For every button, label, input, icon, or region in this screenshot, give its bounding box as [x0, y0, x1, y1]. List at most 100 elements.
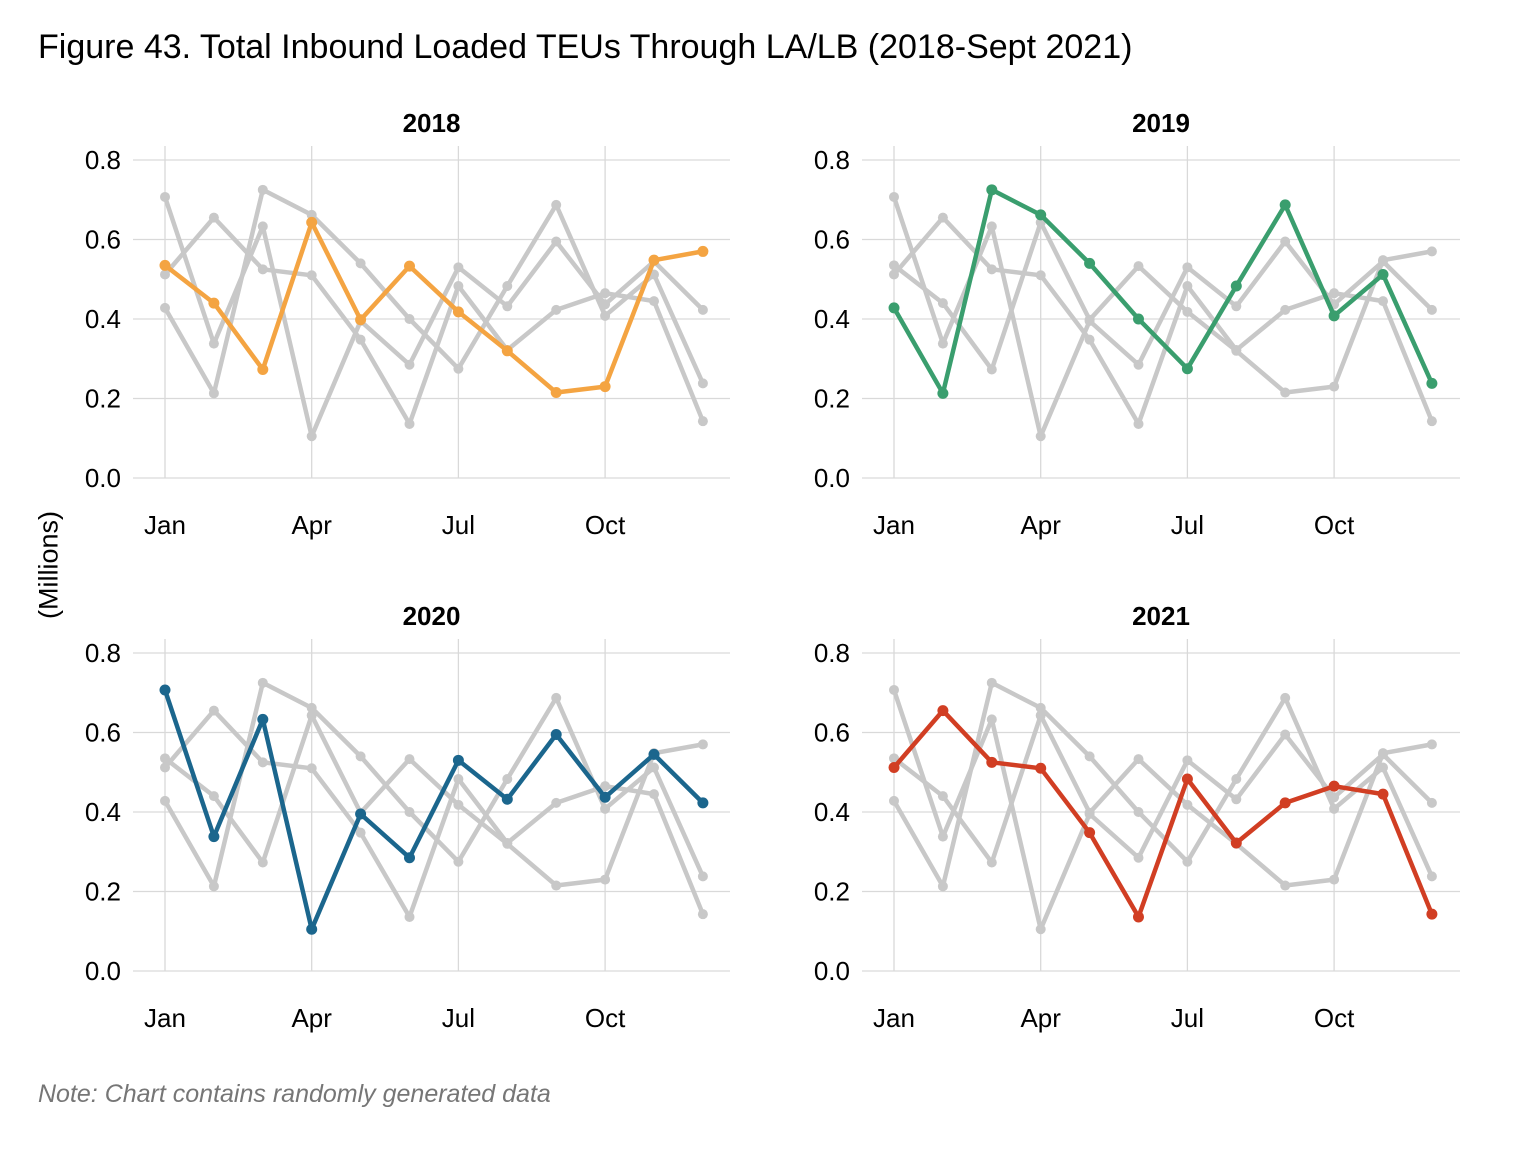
y-tick-label: 0.8 — [85, 638, 121, 668]
background-point-2018 — [1133, 754, 1144, 765]
highlight-series-line-2021 — [891, 708, 1435, 920]
background-point-2019 — [208, 388, 219, 399]
y-tick-label: 0.4 — [85, 304, 121, 334]
background-point-2020 — [208, 338, 219, 349]
background-point-2019 — [257, 677, 268, 688]
background-point-2018 — [1280, 880, 1291, 891]
chart-note: Note: Chart contains randomly generated … — [38, 1080, 551, 1108]
background-point-2020 — [937, 831, 948, 842]
panel-title: 2019 — [1132, 108, 1190, 138]
y-tick-label: 0.6 — [814, 225, 850, 255]
background-point-2019 — [1329, 803, 1340, 814]
background-point-2019 — [986, 677, 997, 688]
background-point-2021 — [453, 774, 464, 785]
background-point-2019 — [649, 762, 659, 773]
x-tick-label: Apr — [291, 510, 332, 540]
background-point-2018 — [1280, 387, 1291, 398]
panel-title: 2021 — [1132, 601, 1190, 631]
y-tick-label: 0.4 — [85, 797, 121, 827]
highlight-point-2021 — [888, 761, 900, 773]
background-point-2021 — [306, 270, 317, 281]
background-point-2021 — [502, 838, 513, 849]
background-point-2020 — [1231, 794, 1242, 805]
highlight-point-2020 — [550, 728, 562, 740]
highlight-point-2020 — [599, 791, 611, 803]
background-point-2018 — [889, 260, 899, 271]
background-point-2018 — [1329, 381, 1340, 392]
highlight-point-2018 — [159, 259, 171, 271]
background-point-2019 — [257, 184, 268, 195]
background-point-2021 — [1231, 345, 1242, 356]
x-tick-label: Jan — [144, 510, 186, 540]
highlight-point-2019 — [1035, 209, 1047, 221]
highlight-point-2021 — [1377, 788, 1389, 800]
background-point-2018 — [889, 753, 899, 764]
background-point-2018 — [208, 791, 219, 802]
background-point-2020 — [1329, 792, 1340, 803]
background-point-2018 — [986, 364, 997, 375]
background-point-2018 — [1182, 799, 1193, 810]
background-point-2021 — [649, 296, 659, 307]
background-point-2019 — [355, 751, 366, 762]
x-tick-label: Jul — [1171, 1003, 1204, 1033]
highlight-point-2020 — [697, 797, 709, 809]
background-point-2018 — [986, 857, 997, 868]
background-series-line-2018 — [891, 713, 1435, 888]
y-tick-label: 0.2 — [814, 877, 850, 907]
background-point-2021 — [1280, 304, 1291, 315]
background-point-2021 — [208, 212, 219, 223]
background-series-line-2021 — [891, 215, 1435, 427]
highlight-point-2020 — [452, 754, 464, 766]
background-point-2020 — [551, 236, 562, 247]
highlight-point-2021 — [1230, 837, 1242, 849]
background-point-2021 — [160, 269, 170, 280]
background-point-2021 — [600, 288, 611, 299]
background-point-2018 — [1426, 246, 1437, 257]
background-point-2021 — [649, 789, 659, 800]
background-point-2021 — [404, 418, 415, 429]
background-point-2020 — [306, 431, 317, 442]
background-point-2021 — [889, 269, 899, 280]
background-point-2021 — [355, 827, 366, 838]
highlight-point-2018 — [599, 381, 611, 393]
background-point-2019 — [502, 281, 513, 292]
background-point-2020 — [1231, 301, 1242, 312]
background-series-line-2020 — [162, 194, 706, 439]
background-point-2020 — [937, 338, 948, 349]
highlight-point-2019 — [937, 387, 949, 399]
highlight-point-2020 — [306, 923, 318, 935]
highlight-point-2019 — [1133, 313, 1144, 325]
background-series-line-2018 — [891, 220, 1435, 395]
highlight-point-2020 — [355, 808, 367, 820]
background-point-2020 — [986, 221, 997, 232]
background-point-2021 — [600, 781, 611, 792]
background-point-2020 — [889, 191, 899, 202]
background-point-2019 — [1133, 807, 1144, 817]
x-tick-label: Jan — [873, 1003, 915, 1033]
highlight-point-2020 — [159, 684, 171, 696]
background-point-2018 — [1426, 739, 1437, 750]
background-point-2020 — [502, 301, 513, 312]
background-point-2020 — [1378, 749, 1388, 760]
background-point-2019 — [160, 302, 170, 313]
background-point-2021 — [208, 705, 219, 716]
background-point-2019 — [453, 363, 464, 374]
highlight-point-2019 — [1181, 363, 1193, 375]
background-point-2020 — [1426, 304, 1437, 315]
background-point-2020 — [404, 359, 415, 370]
panel-2021: 2021 0.0 0.2 0.4 0.6 0.8 Jan Apr Jul Oct — [814, 601, 1460, 1033]
background-point-2021 — [986, 264, 997, 275]
x-tick-label: Jul — [442, 1003, 475, 1033]
background-series-line-2019 — [162, 187, 706, 396]
y-tick-label: 0.6 — [85, 718, 121, 748]
highlight-point-2021 — [1181, 773, 1193, 785]
highlight-point-2018 — [306, 216, 318, 228]
background-point-2021 — [453, 281, 464, 292]
background-series-line-2019 — [162, 680, 706, 889]
background-point-2019 — [502, 774, 513, 785]
background-point-2021 — [1035, 270, 1046, 281]
background-point-2019 — [1035, 702, 1046, 713]
y-tick-label: 0.2 — [814, 384, 850, 414]
background-point-2020 — [160, 191, 170, 202]
background-point-2020 — [1084, 808, 1095, 819]
